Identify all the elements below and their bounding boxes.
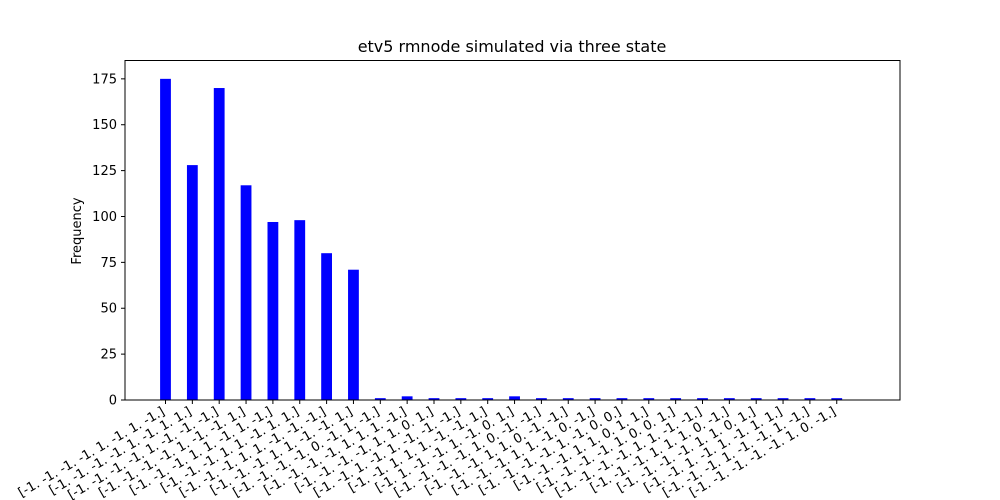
bar [428,398,440,400]
y-tick-label: 75 [100,256,117,271]
bar [589,398,601,400]
y-tick-label: 50 [100,302,117,317]
bar [723,398,735,400]
bar [831,398,843,400]
y-ticks-group: 0 25 50 75 100 125 150 175 [92,72,125,409]
bar [697,398,708,400]
bar [294,220,306,400]
y-tick-label: 25 [100,348,117,363]
bar [240,185,252,400]
bar [374,398,386,400]
bar [401,396,413,400]
bar [670,398,682,400]
bar [321,253,332,400]
bar [186,165,198,400]
plot-frame [124,60,901,401]
bar [482,398,494,400]
bar [804,398,816,400]
bar [509,396,520,400]
bar [455,398,467,400]
bar [750,398,762,400]
chart-title: etv5 rmnode simulated via three state [358,37,667,56]
bar [562,398,574,400]
bar [643,398,655,400]
bar [616,398,628,400]
y-tick-label: 0 [109,394,117,409]
bar [160,78,171,400]
bar [348,269,359,400]
y-tick-label: 175 [92,72,117,87]
y-tick-label: 150 [92,118,117,133]
x-ticks-group: [-1. -1. -1. -1. 1. -1. 1. -1.][-1. -1. … [16,400,839,500]
bar [777,398,789,400]
y-tick-label: 100 [92,210,117,225]
bar [536,398,547,400]
bar [213,88,225,400]
y-tick-label: 125 [92,164,117,179]
y-axis-label: Frequency [70,197,85,264]
bar [267,221,279,400]
bars-group [160,78,843,400]
